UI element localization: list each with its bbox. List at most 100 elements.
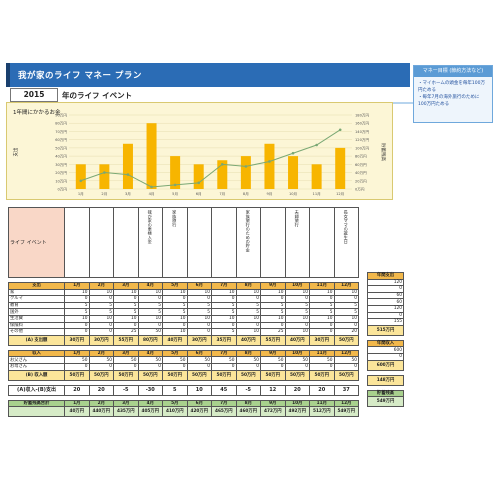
life-event-cell[interactable] bbox=[64, 207, 90, 278]
expense-cell[interactable]: 0 bbox=[162, 321, 188, 330]
income-cell[interactable]: 0 bbox=[284, 362, 310, 371]
expense-cell[interactable]: 5 bbox=[284, 301, 310, 310]
expense-cell[interactable]: 0 bbox=[260, 295, 286, 303]
expense-cell[interactable]: 10 bbox=[186, 314, 212, 323]
expense-cell[interactable]: 10 bbox=[113, 314, 139, 323]
expense-cell[interactable]: 5 bbox=[186, 301, 212, 310]
expense-cell[interactable]: 5 bbox=[333, 308, 359, 316]
expense-cell[interactable]: 0 bbox=[235, 321, 261, 330]
expense-cell[interactable]: 10 bbox=[235, 288, 261, 297]
expense-cell[interactable]: 5 bbox=[235, 308, 261, 316]
expense-cell[interactable]: 10 bbox=[284, 328, 310, 336]
expense-cell[interactable]: 5 bbox=[333, 301, 359, 310]
expense-cell[interactable]: 0 bbox=[186, 321, 212, 330]
expense-cell[interactable]: 10 bbox=[333, 288, 359, 297]
income-cell[interactable]: 50 bbox=[162, 356, 188, 364]
expense-cell[interactable]: 10 bbox=[309, 314, 335, 323]
expense-cell[interactable]: 5 bbox=[113, 301, 139, 310]
income-cell[interactable]: 50 bbox=[260, 356, 286, 364]
expense-cell[interactable]: 0 bbox=[88, 321, 114, 330]
income-cell[interactable]: 0 bbox=[113, 362, 139, 371]
expense-cell[interactable]: 10 bbox=[137, 314, 163, 323]
income-cell[interactable]: 50 bbox=[333, 356, 359, 364]
life-event-cell[interactable]: 我が家の車検入金 bbox=[137, 207, 163, 278]
income-cell[interactable]: 0 bbox=[260, 362, 286, 371]
life-event-cell[interactable] bbox=[211, 207, 237, 278]
expense-cell[interactable]: 10 bbox=[88, 314, 114, 323]
income-cell[interactable]: 0 bbox=[211, 362, 237, 371]
expense-cell[interactable]: 5 bbox=[88, 308, 114, 316]
income-cell[interactable]: 50 bbox=[211, 356, 237, 364]
expense-cell[interactable]: 0 bbox=[64, 321, 90, 330]
life-event-cell[interactable]: 長女ママの誕生日 bbox=[333, 207, 359, 278]
expense-cell[interactable]: 10 bbox=[64, 314, 90, 323]
income-cell[interactable]: 0 bbox=[162, 362, 188, 371]
expense-cell[interactable]: 0 bbox=[284, 295, 310, 303]
income-cell[interactable]: 50 bbox=[235, 356, 261, 364]
expense-cell[interactable]: 10 bbox=[162, 314, 188, 323]
expense-cell[interactable]: 0 bbox=[64, 328, 90, 336]
expense-cell[interactable]: 0 bbox=[309, 321, 335, 330]
expense-cell[interactable]: 0 bbox=[333, 295, 359, 303]
expense-cell[interactable]: 10 bbox=[162, 328, 188, 336]
expense-cell[interactable]: 0 bbox=[235, 295, 261, 303]
life-event-cell[interactable] bbox=[113, 207, 139, 278]
expense-cell[interactable]: 10 bbox=[137, 288, 163, 297]
expense-cell[interactable]: 10 bbox=[186, 288, 212, 297]
income-cell[interactable]: 50 bbox=[186, 356, 212, 364]
expense-cell[interactable]: 10 bbox=[235, 328, 261, 336]
expense-cell[interactable]: 10 bbox=[260, 314, 286, 323]
income-cell[interactable]: 0 bbox=[88, 362, 114, 371]
expense-cell[interactable]: 5 bbox=[211, 301, 237, 310]
expense-cell[interactable]: 10 bbox=[113, 288, 139, 297]
year-cell[interactable]: 2015 bbox=[10, 88, 58, 102]
income-cell[interactable]: 0 bbox=[137, 362, 163, 371]
expense-cell[interactable]: 10 bbox=[162, 288, 188, 297]
expense-cell[interactable]: 0 bbox=[88, 328, 114, 336]
expense-cell[interactable]: 5 bbox=[260, 301, 286, 310]
expense-cell[interactable]: 5 bbox=[211, 308, 237, 316]
expense-cell[interactable]: 0 bbox=[284, 321, 310, 330]
expense-cell[interactable]: 0 bbox=[309, 295, 335, 303]
expense-cell[interactable]: 0 bbox=[113, 321, 139, 330]
expense-cell[interactable]: 5 bbox=[64, 308, 90, 316]
expense-cell[interactable]: 5 bbox=[137, 301, 163, 310]
income-cell[interactable]: 0 bbox=[235, 362, 261, 371]
expense-cell[interactable]: 5 bbox=[309, 301, 335, 310]
expense-cell[interactable]: 5 bbox=[137, 308, 163, 316]
expense-cell[interactable]: 5 bbox=[211, 328, 237, 336]
expense-cell[interactable]: 10 bbox=[284, 288, 310, 297]
life-event-cell[interactable] bbox=[88, 207, 114, 278]
expense-cell[interactable]: 0 bbox=[162, 295, 188, 303]
income-cell[interactable]: 0 bbox=[333, 362, 359, 371]
expense-cell[interactable]: 50 bbox=[137, 328, 163, 336]
expense-cell[interactable]: 10 bbox=[64, 288, 90, 297]
expense-cell[interactable]: 10 bbox=[309, 288, 335, 297]
expense-cell[interactable]: 20 bbox=[333, 328, 359, 336]
life-event-cell[interactable]: 家族旅行 bbox=[162, 207, 188, 278]
expense-cell[interactable]: 5 bbox=[284, 308, 310, 316]
income-cell[interactable]: 50 bbox=[309, 356, 335, 364]
expense-cell[interactable]: 0 bbox=[88, 295, 114, 303]
expense-cell[interactable]: 0 bbox=[186, 328, 212, 336]
income-cell[interactable]: 50 bbox=[113, 356, 139, 364]
expense-cell[interactable]: 5 bbox=[186, 308, 212, 316]
expense-cell[interactable]: 5 bbox=[113, 308, 139, 316]
expense-cell[interactable]: 5 bbox=[162, 301, 188, 310]
expense-cell[interactable]: 5 bbox=[309, 308, 335, 316]
expense-cell[interactable]: 5 bbox=[162, 308, 188, 316]
expense-cell[interactable]: 5 bbox=[260, 308, 286, 316]
income-cell[interactable]: 0 bbox=[309, 362, 335, 371]
life-event-cell[interactable]: 夫婦旅行 bbox=[284, 207, 310, 278]
income-cell[interactable]: 50 bbox=[64, 356, 90, 364]
life-event-cell[interactable]: 家族旅行のための貯金 bbox=[235, 207, 261, 278]
expense-cell[interactable]: 0 bbox=[211, 321, 237, 330]
income-cell[interactable]: 0 bbox=[186, 362, 212, 371]
income-cell[interactable]: 50 bbox=[88, 356, 114, 364]
expense-cell[interactable]: 10 bbox=[211, 288, 237, 297]
expense-cell[interactable]: 10 bbox=[235, 314, 261, 323]
expense-cell[interactable]: 0 bbox=[333, 321, 359, 330]
expense-cell[interactable]: 0 bbox=[260, 321, 286, 330]
expense-cell[interactable]: 0 bbox=[113, 295, 139, 303]
income-cell[interactable]: 50 bbox=[137, 356, 163, 364]
